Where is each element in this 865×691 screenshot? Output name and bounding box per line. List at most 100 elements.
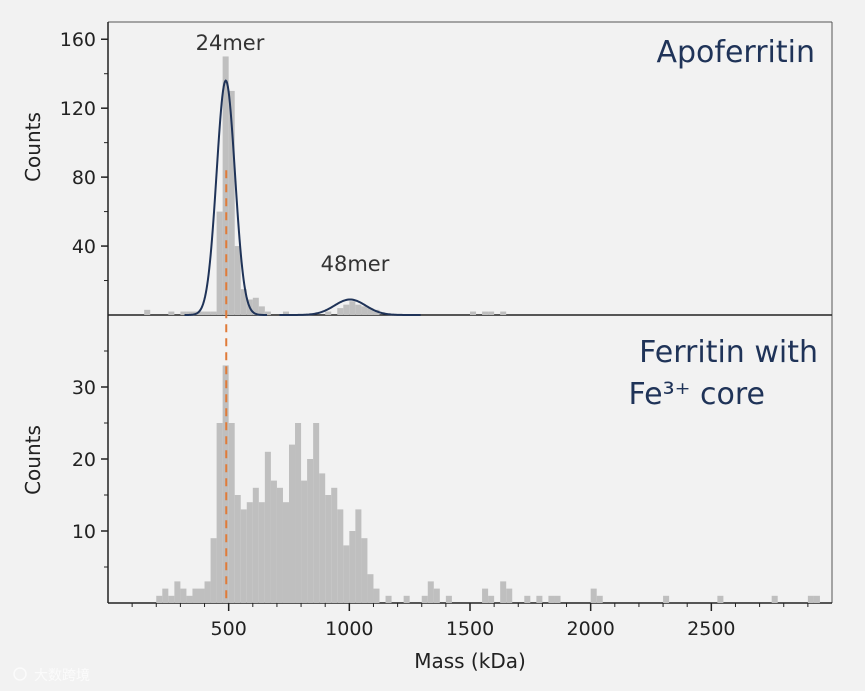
bottom-bar-28 (325, 495, 332, 603)
bottom-bar-57 (813, 595, 820, 603)
bottom-bar-10 (216, 423, 223, 603)
top-bar-11 (234, 246, 241, 315)
top-histogram-bars (144, 56, 507, 315)
top-ytick-label-1: 80 (72, 167, 96, 189)
bottom-bar-26 (313, 423, 320, 603)
bottom-bar-47 (524, 595, 531, 603)
top-fit-curves (184, 79, 421, 316)
bottom-bar-12 (228, 423, 235, 603)
bottom-bar-22 (289, 444, 296, 603)
bottom-bar-24 (301, 480, 308, 603)
top-bar-6 (204, 311, 211, 315)
bottom-ytick-label-0: 10 (72, 521, 96, 543)
bottom-bar-9 (210, 538, 217, 603)
bottom-bar-3 (174, 581, 181, 603)
top-bar-16 (264, 311, 271, 315)
top-ytick-label-0: 40 (72, 236, 96, 258)
top-bar-15 (258, 306, 265, 315)
fit-curve-0 (184, 79, 268, 316)
top-bar-0 (144, 309, 151, 315)
bottom-bar-13 (234, 495, 241, 603)
bottom-minor-ticks (104, 350, 108, 568)
xtick-label-1: 1000 (325, 618, 373, 640)
bottom-bar-56 (807, 595, 814, 603)
top-bar-17 (282, 311, 289, 315)
bottom-bar-53 (663, 595, 670, 603)
bottom-bar-7 (198, 588, 205, 603)
top-bar-1 (168, 311, 175, 315)
bottom-histogram-bars (156, 365, 820, 603)
bottom-bar-19 (270, 480, 277, 603)
bottom-bar-25 (307, 459, 314, 603)
top-bar-8 (216, 211, 223, 315)
bottom-bar-49 (548, 595, 555, 603)
bottom-bar-38 (403, 595, 410, 603)
bottom-bar-31 (343, 545, 350, 603)
bottom-bar-20 (276, 487, 283, 603)
annotation-24mer: 24mer (196, 31, 265, 55)
bottom-bar-41 (433, 588, 440, 603)
bottom-bar-46 (506, 588, 513, 603)
xtick-label-4: 2500 (687, 618, 735, 640)
bottom-bar-55 (771, 595, 778, 603)
bottom-bar-6 (192, 588, 199, 603)
top-y-axis-label: Counts (21, 112, 45, 182)
bottom-bar-40 (427, 581, 434, 603)
bottom-bar-29 (331, 487, 338, 603)
top-bar-25 (373, 309, 380, 315)
top-bar-19 (337, 308, 344, 315)
bottom-bar-45 (500, 581, 507, 603)
fit-curve-1 (279, 298, 421, 316)
bottom-bar-30 (337, 509, 344, 603)
bottom-bar-5 (186, 595, 193, 603)
top-bar-21 (349, 301, 356, 315)
bottom-bar-8 (204, 581, 211, 603)
top-bar-12 (240, 289, 247, 315)
bottom-panel-title-line2: Fe³⁺ core (629, 377, 765, 412)
bottom-ytick-label-2: 30 (72, 377, 96, 399)
top-bar-24 (367, 308, 374, 315)
top-bar-28 (488, 311, 495, 315)
bottom-bar-32 (349, 531, 356, 603)
bottom-bar-2 (168, 595, 175, 603)
bottom-bar-14 (240, 509, 247, 603)
bottom-bar-44 (488, 595, 495, 603)
bottom-bar-52 (596, 595, 603, 603)
bottom-bar-17 (258, 502, 265, 603)
bottom-bar-18 (264, 451, 271, 603)
top-bar-22 (355, 304, 362, 315)
top-bar-2 (180, 311, 187, 315)
bottom-bar-34 (361, 538, 368, 603)
top-panel-title: Apoferritin (656, 35, 815, 70)
top-bar-3 (186, 311, 193, 315)
bottom-bar-27 (319, 473, 326, 603)
bottom-bar-33 (355, 509, 362, 603)
bottom-bar-0 (156, 595, 163, 603)
bottom-bar-4 (180, 588, 187, 603)
bottom-bar-21 (282, 502, 289, 603)
bottom-panel-title: Ferritin with (639, 335, 818, 370)
bottom-bar-37 (385, 595, 392, 603)
top-bar-20 (343, 304, 350, 315)
bottom-bar-51 (590, 588, 597, 603)
top-bar-7 (210, 311, 217, 315)
xtick-label-0: 500 (211, 618, 247, 640)
top-bar-29 (500, 311, 507, 315)
bottom-bar-48 (536, 595, 543, 603)
bottom-bar-35 (367, 574, 374, 603)
bottom-bar-36 (373, 588, 380, 603)
bottom-bar-15 (246, 502, 253, 603)
top-minor-ticks (104, 38, 108, 282)
top-bar-18 (325, 311, 332, 315)
x-ticks: 500 1000 1500 2000 2500 (131, 603, 809, 640)
bottom-y-axis-label: Counts (21, 425, 45, 495)
bottom-y-ticks: 10 20 30 (72, 377, 108, 543)
watermark: 大数跨境 (13, 667, 90, 684)
bottom-bar-1 (162, 588, 169, 603)
bottom-bar-43 (482, 588, 489, 603)
top-bar-5 (198, 311, 205, 315)
bottom-bar-54 (717, 595, 724, 603)
top-bar-10 (228, 90, 235, 315)
bottom-ytick-label-1: 20 (72, 449, 96, 471)
